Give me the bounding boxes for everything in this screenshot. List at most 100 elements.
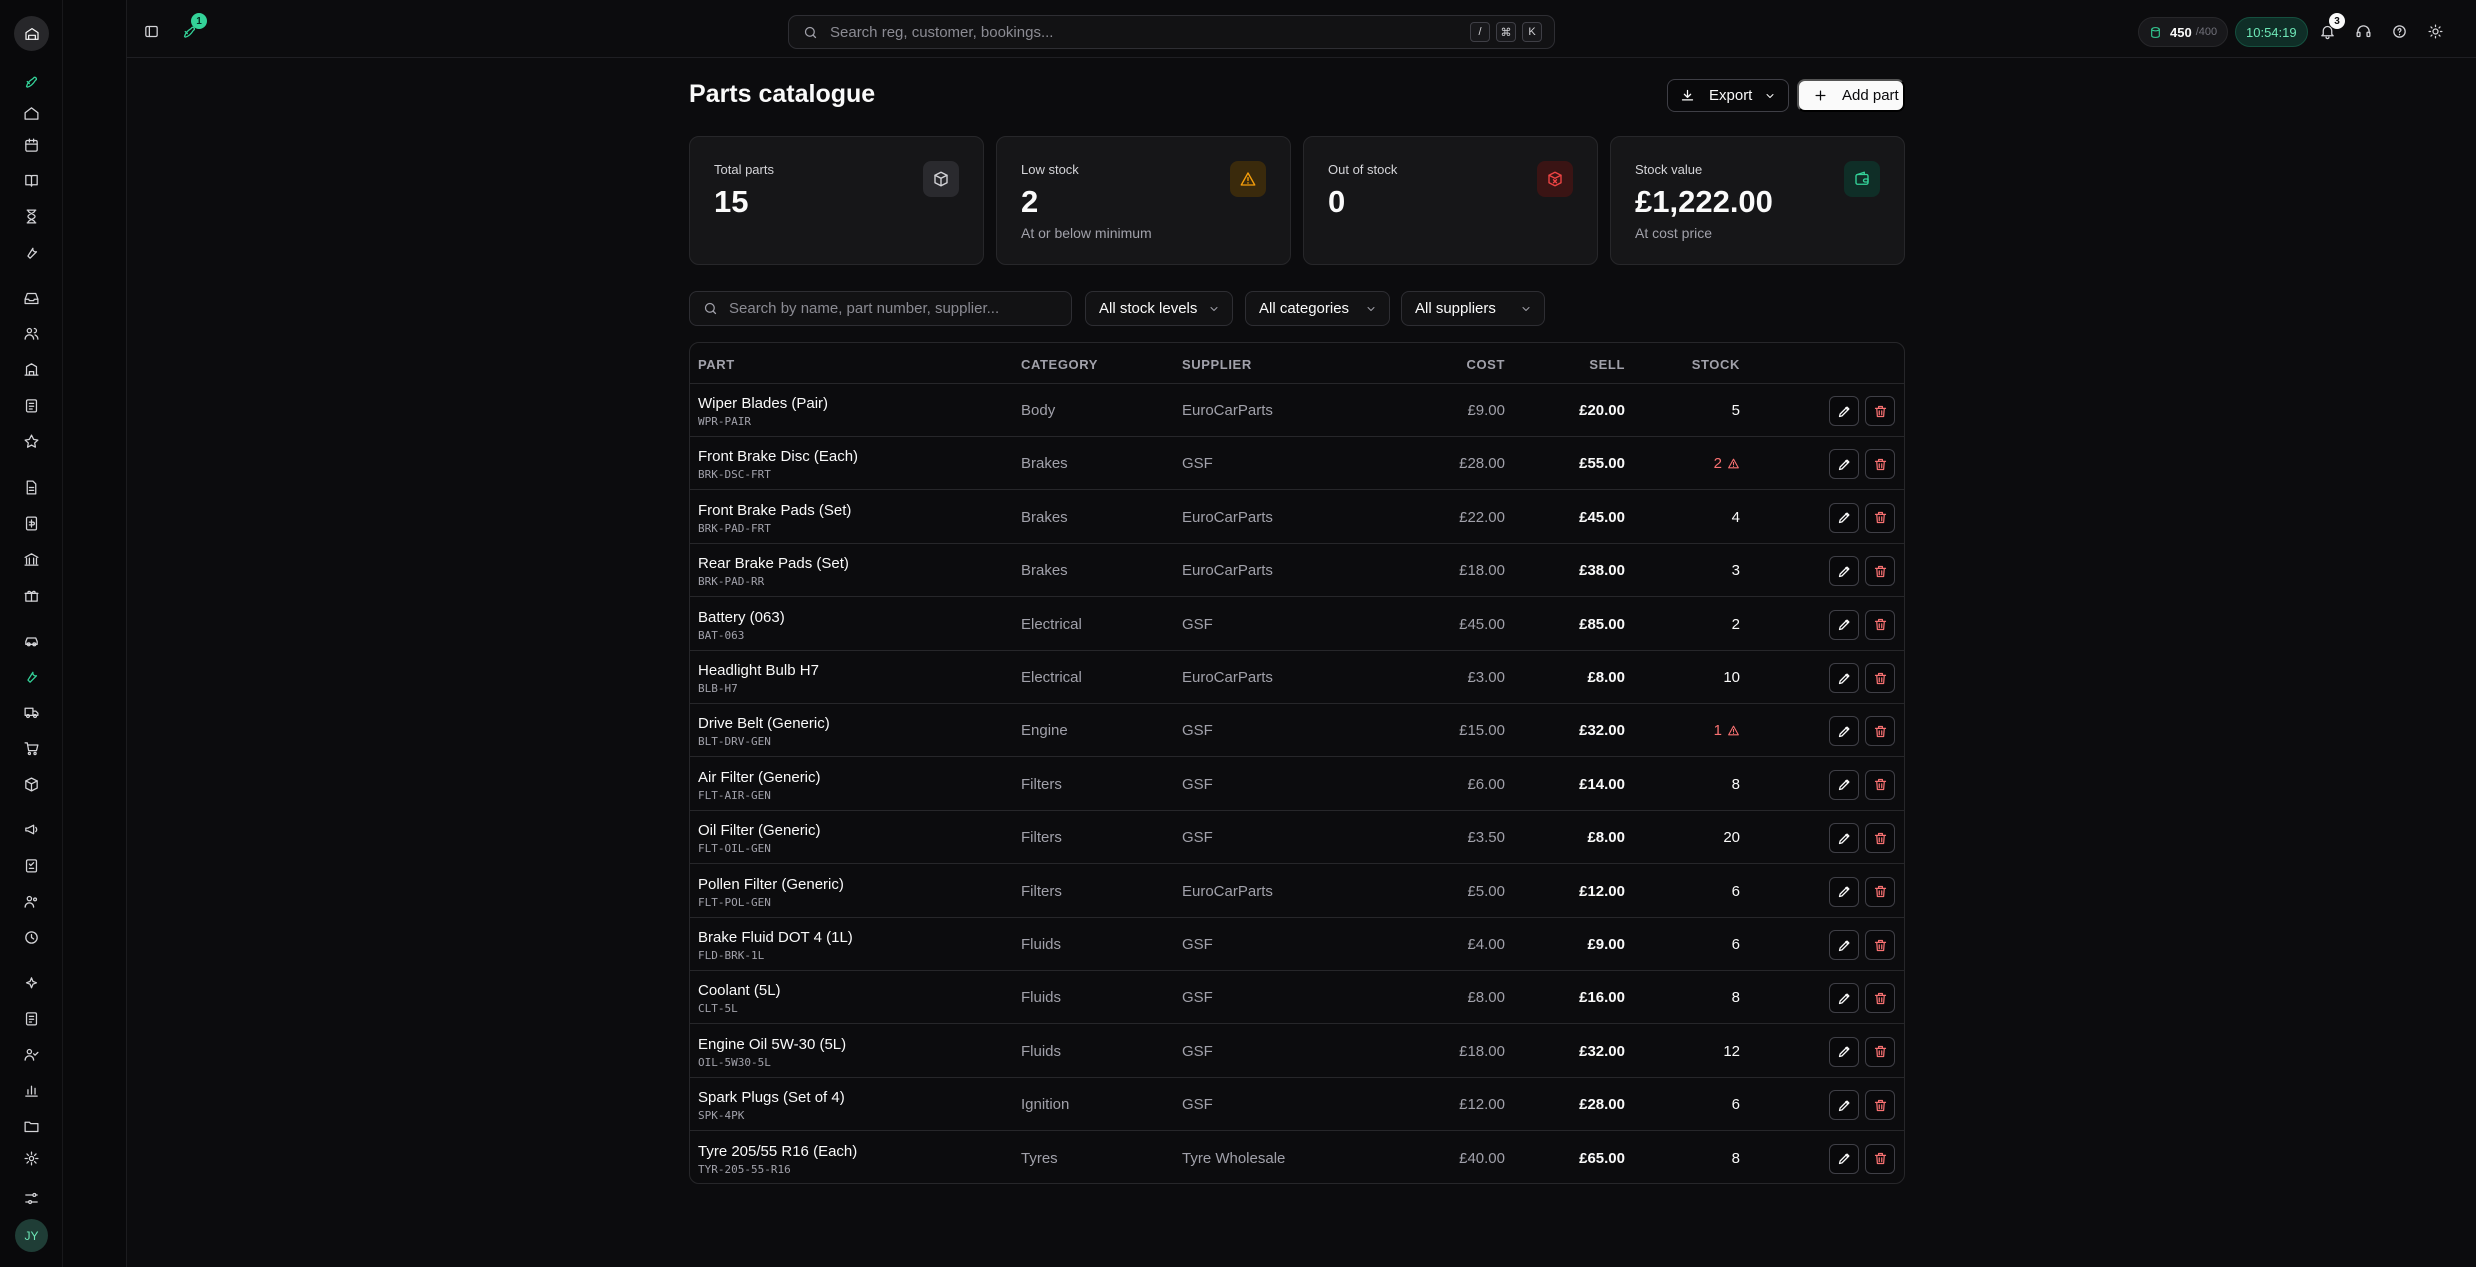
delete-button[interactable] [1865, 1036, 1895, 1067]
table-row[interactable]: Pollen Filter (Generic) FLT-POL-GEN Filt… [690, 865, 1904, 918]
delete-button[interactable] [1865, 769, 1895, 800]
edit-button[interactable] [1829, 609, 1859, 640]
delete-button[interactable] [1865, 556, 1895, 587]
building-icon[interactable] [18, 356, 44, 382]
global-search[interactable]: / ⌘ K [788, 15, 1555, 49]
stock-level-select[interactable]: All stock levels [1085, 291, 1233, 326]
bank-icon[interactable] [18, 546, 44, 572]
edit-button[interactable] [1829, 449, 1859, 480]
delete-button[interactable] [1865, 449, 1895, 480]
box-icon[interactable] [18, 771, 44, 797]
clipboard-icon[interactable] [18, 392, 44, 418]
edit-button[interactable] [1829, 396, 1859, 426]
calendar-icon[interactable] [18, 132, 44, 158]
avatar[interactable]: JY [15, 1219, 48, 1252]
table-row[interactable]: Engine Oil 5W-30 (5L) OIL-5W30-5L Fluids… [690, 1025, 1904, 1078]
car-icon[interactable] [18, 628, 44, 654]
bar-chart-icon[interactable] [18, 1077, 44, 1103]
user-check-icon[interactable] [18, 1041, 44, 1067]
edit-button[interactable] [1829, 502, 1859, 533]
edit-button[interactable] [1829, 876, 1859, 907]
checklist-icon[interactable] [18, 852, 44, 878]
star-icon[interactable] [18, 428, 44, 454]
sun-icon[interactable] [2422, 18, 2448, 44]
table-row[interactable]: Rear Brake Pads (Set) BRK-PAD-RR Brakes … [690, 544, 1904, 598]
truck-icon[interactable] [18, 699, 44, 725]
column-header-supplier[interactable]: SUPPLIER [1182, 357, 1252, 372]
table-row[interactable]: Drive Belt (Generic) BLT-DRV-GEN Engine … [690, 704, 1904, 758]
help-icon[interactable] [2386, 18, 2412, 44]
table-row[interactable]: Front Brake Disc (Each) BRK-DSC-FRT Brak… [690, 437, 1904, 491]
edit-button[interactable] [1829, 1090, 1859, 1121]
bell-icon[interactable] [2314, 18, 2340, 44]
sliders-icon[interactable] [18, 1185, 44, 1211]
add-part-button[interactable]: Add part [1797, 79, 1905, 112]
table-row[interactable]: Oil Filter (Generic) FLT-OIL-GEN Filters… [690, 811, 1904, 865]
cart-icon[interactable] [18, 735, 44, 761]
trash-icon [1874, 618, 1886, 631]
wrench-icon[interactable] [18, 239, 44, 265]
hourglass-icon[interactable] [18, 203, 44, 229]
edit-button[interactable] [1829, 823, 1859, 854]
table-row[interactable]: Wiper Blades (Pair) WPR-PAIR Body EuroCa… [690, 384, 1904, 437]
edit-button[interactable] [1829, 983, 1859, 1014]
parts-wrench-icon[interactable] [18, 663, 44, 689]
sidebar-toggle-icon[interactable] [138, 18, 164, 44]
garage-logo-icon[interactable] [14, 16, 49, 51]
inbox-icon[interactable] [18, 285, 44, 311]
home-icon[interactable] [18, 100, 44, 126]
edit-button[interactable] [1829, 1036, 1859, 1067]
category-select[interactable]: All categories [1245, 291, 1390, 326]
rocket-icon[interactable] [18, 68, 44, 94]
global-search-input[interactable] [830, 23, 1430, 41]
table-row[interactable]: Front Brake Pads (Set) BRK-PAD-FRT Brake… [690, 491, 1904, 544]
team-icon[interactable] [18, 888, 44, 914]
parts-search-input[interactable] [729, 300, 1059, 317]
clock-icon[interactable] [18, 924, 44, 950]
invoice-icon[interactable] [18, 510, 44, 536]
users-icon[interactable] [18, 320, 44, 346]
table-row[interactable]: Spark Plugs (Set of 4) SPK-4PK Ignition … [690, 1078, 1904, 1132]
headset-icon[interactable] [2350, 18, 2376, 44]
settings-icon[interactable] [18, 1145, 44, 1171]
export-button[interactable]: Export [1667, 79, 1789, 112]
credits-pill[interactable]: 450 /400 [2138, 17, 2229, 47]
table-row[interactable]: Headlight Bulb H7 BLB-H7 Electrical Euro… [690, 651, 1904, 704]
column-header-category[interactable]: CATEGORY [1021, 357, 1099, 372]
supplier-select[interactable]: All suppliers [1401, 291, 1545, 326]
parts-search[interactable] [689, 291, 1072, 326]
delete-button[interactable] [1865, 609, 1895, 640]
report-icon[interactable] [18, 1005, 44, 1031]
delete-button[interactable] [1865, 1090, 1895, 1121]
edit-button[interactable] [1829, 663, 1859, 693]
delete-button[interactable] [1865, 1143, 1895, 1174]
delete-button[interactable] [1865, 983, 1895, 1014]
megaphone-icon[interactable] [18, 816, 44, 842]
delete-button[interactable] [1865, 396, 1895, 426]
column-header-sell[interactable]: SELL [1589, 357, 1625, 372]
sparkles-icon[interactable] [18, 970, 44, 996]
column-header-stock[interactable]: STOCK [1691, 357, 1740, 372]
document-icon[interactable] [18, 474, 44, 500]
gift-icon[interactable] [18, 582, 44, 608]
delete-button[interactable] [1865, 663, 1895, 693]
table-row[interactable]: Tyre 205/55 R16 (Each) TYR-205-55-R16 Ty… [690, 1132, 1904, 1183]
column-header-cost[interactable]: COST [1466, 357, 1505, 372]
delete-button[interactable] [1865, 823, 1895, 854]
delete-button[interactable] [1865, 502, 1895, 533]
edit-button[interactable] [1829, 1143, 1859, 1174]
edit-button[interactable] [1829, 556, 1859, 587]
edit-button[interactable] [1829, 769, 1859, 800]
edit-button[interactable] [1829, 716, 1859, 747]
delete-button[interactable] [1865, 716, 1895, 747]
folder-icon[interactable] [18, 1113, 44, 1139]
column-header-part[interactable]: PART [698, 357, 735, 372]
delete-button[interactable] [1865, 876, 1895, 907]
book-icon[interactable] [18, 167, 44, 193]
table-row[interactable]: Brake Fluid DOT 4 (1L) FLD-BRK-1L Fluids… [690, 918, 1904, 971]
delete-button[interactable] [1865, 930, 1895, 960]
table-row[interactable]: Battery (063) BAT-063 Electrical GSF £45… [690, 598, 1904, 651]
table-row[interactable]: Coolant (5L) CLT-5L Fluids GSF £8.00 £16… [690, 971, 1904, 1025]
table-row[interactable]: Air Filter (Generic) FLT-AIR-GEN Filters… [690, 758, 1904, 811]
edit-button[interactable] [1829, 930, 1859, 960]
